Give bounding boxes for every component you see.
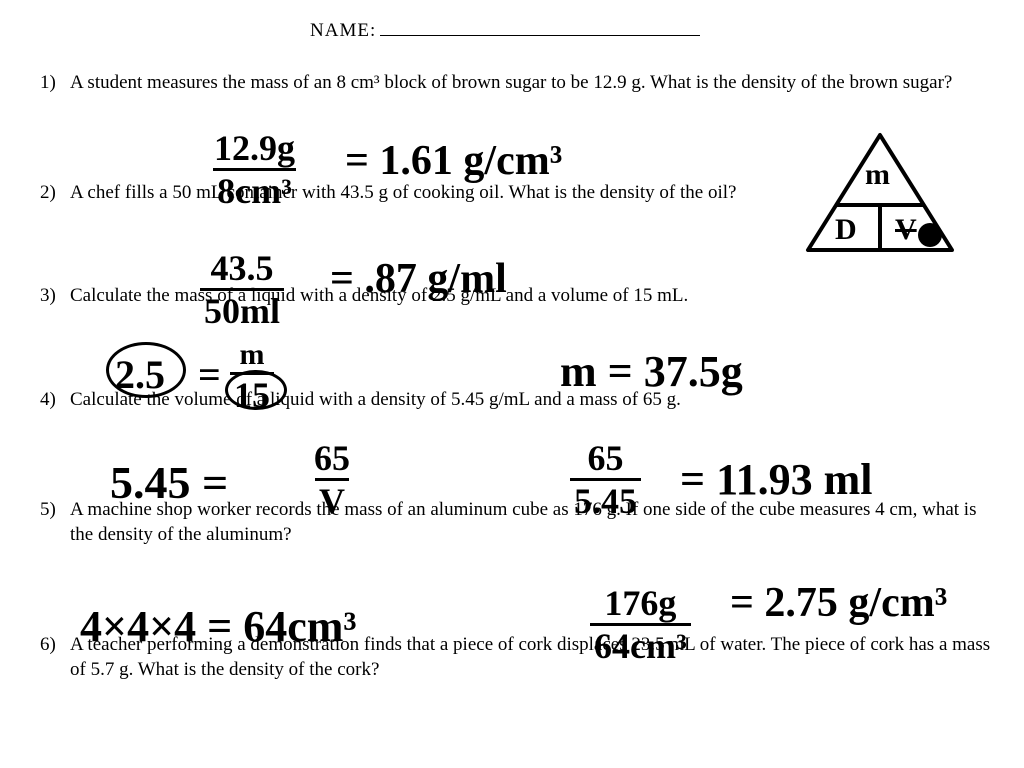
hw-a4-f1-den: V <box>315 478 349 519</box>
hw-a1-den: 8cm³ <box>213 168 296 209</box>
q2-number: 2) <box>40 180 70 206</box>
name-field: NAME: <box>310 20 994 42</box>
hw-a4-result: = 11.93 ml <box>680 458 873 502</box>
hw-a4-f2-num: 65 <box>584 440 628 478</box>
hw-tri-v: V <box>895 215 917 245</box>
q4-number: 4) <box>40 387 70 413</box>
name-label: NAME: <box>310 20 376 41</box>
hw-a5-fraction: 176g 64cm³ <box>590 585 691 664</box>
q1-number: 1) <box>40 70 70 96</box>
hw-a1-fraction: 12.9g 8cm³ <box>210 130 299 209</box>
hw-a4-frac1: 65 V <box>310 440 354 519</box>
hw-tri-d: D <box>835 215 857 245</box>
hw-a4-left: 5.45 = <box>110 460 228 506</box>
question-4: 4) Calculate the volume of a liquid with… <box>30 387 994 413</box>
q6-number: 6) <box>40 632 70 683</box>
q5-number: 5) <box>40 497 70 548</box>
name-underline[interactable] <box>380 35 700 36</box>
hw-a2-fraction: 43.5 50ml <box>200 250 284 329</box>
hw-a5-volume: 4×4×4 = 64cm³ <box>80 605 357 649</box>
hw-a5-result: = 2.75 g/cm³ <box>730 582 947 624</box>
q1-text: A student measures the mass of an 8 cm³ … <box>70 70 994 96</box>
hw-a4-frac2: 65 5.45 <box>570 440 641 519</box>
hw-a3-num: m <box>236 340 269 372</box>
hw-a1-result: = 1.61 g/cm³ <box>345 140 562 182</box>
hw-a2-result: = .87 g/ml <box>330 258 507 300</box>
hw-a2-den: 50ml <box>200 288 284 329</box>
hw-a4-f1-num: 65 <box>310 440 354 478</box>
q3-number: 3) <box>40 283 70 309</box>
hw-a5-den: 64cm³ <box>590 623 691 664</box>
hw-a4-f2-den: 5.45 <box>570 478 641 519</box>
hw-a1-num: 12.9g <box>210 130 299 168</box>
hw-a3-d-circle <box>106 342 186 398</box>
hw-tri-m: m <box>865 160 890 190</box>
question-1: 1) A student measures the mass of an 8 c… <box>30 70 994 96</box>
hw-a3-den-circle <box>225 370 287 410</box>
question-3: 3) Calculate the mass of a liquid with a… <box>30 283 994 309</box>
density-triangle-icon <box>800 130 960 260</box>
hw-a5-num: 176g <box>600 585 680 623</box>
hw-a2-num: 43.5 <box>207 250 278 288</box>
hw-a3-result: m = 37.5g <box>560 350 743 394</box>
hw-a3-eq: = <box>198 355 221 395</box>
